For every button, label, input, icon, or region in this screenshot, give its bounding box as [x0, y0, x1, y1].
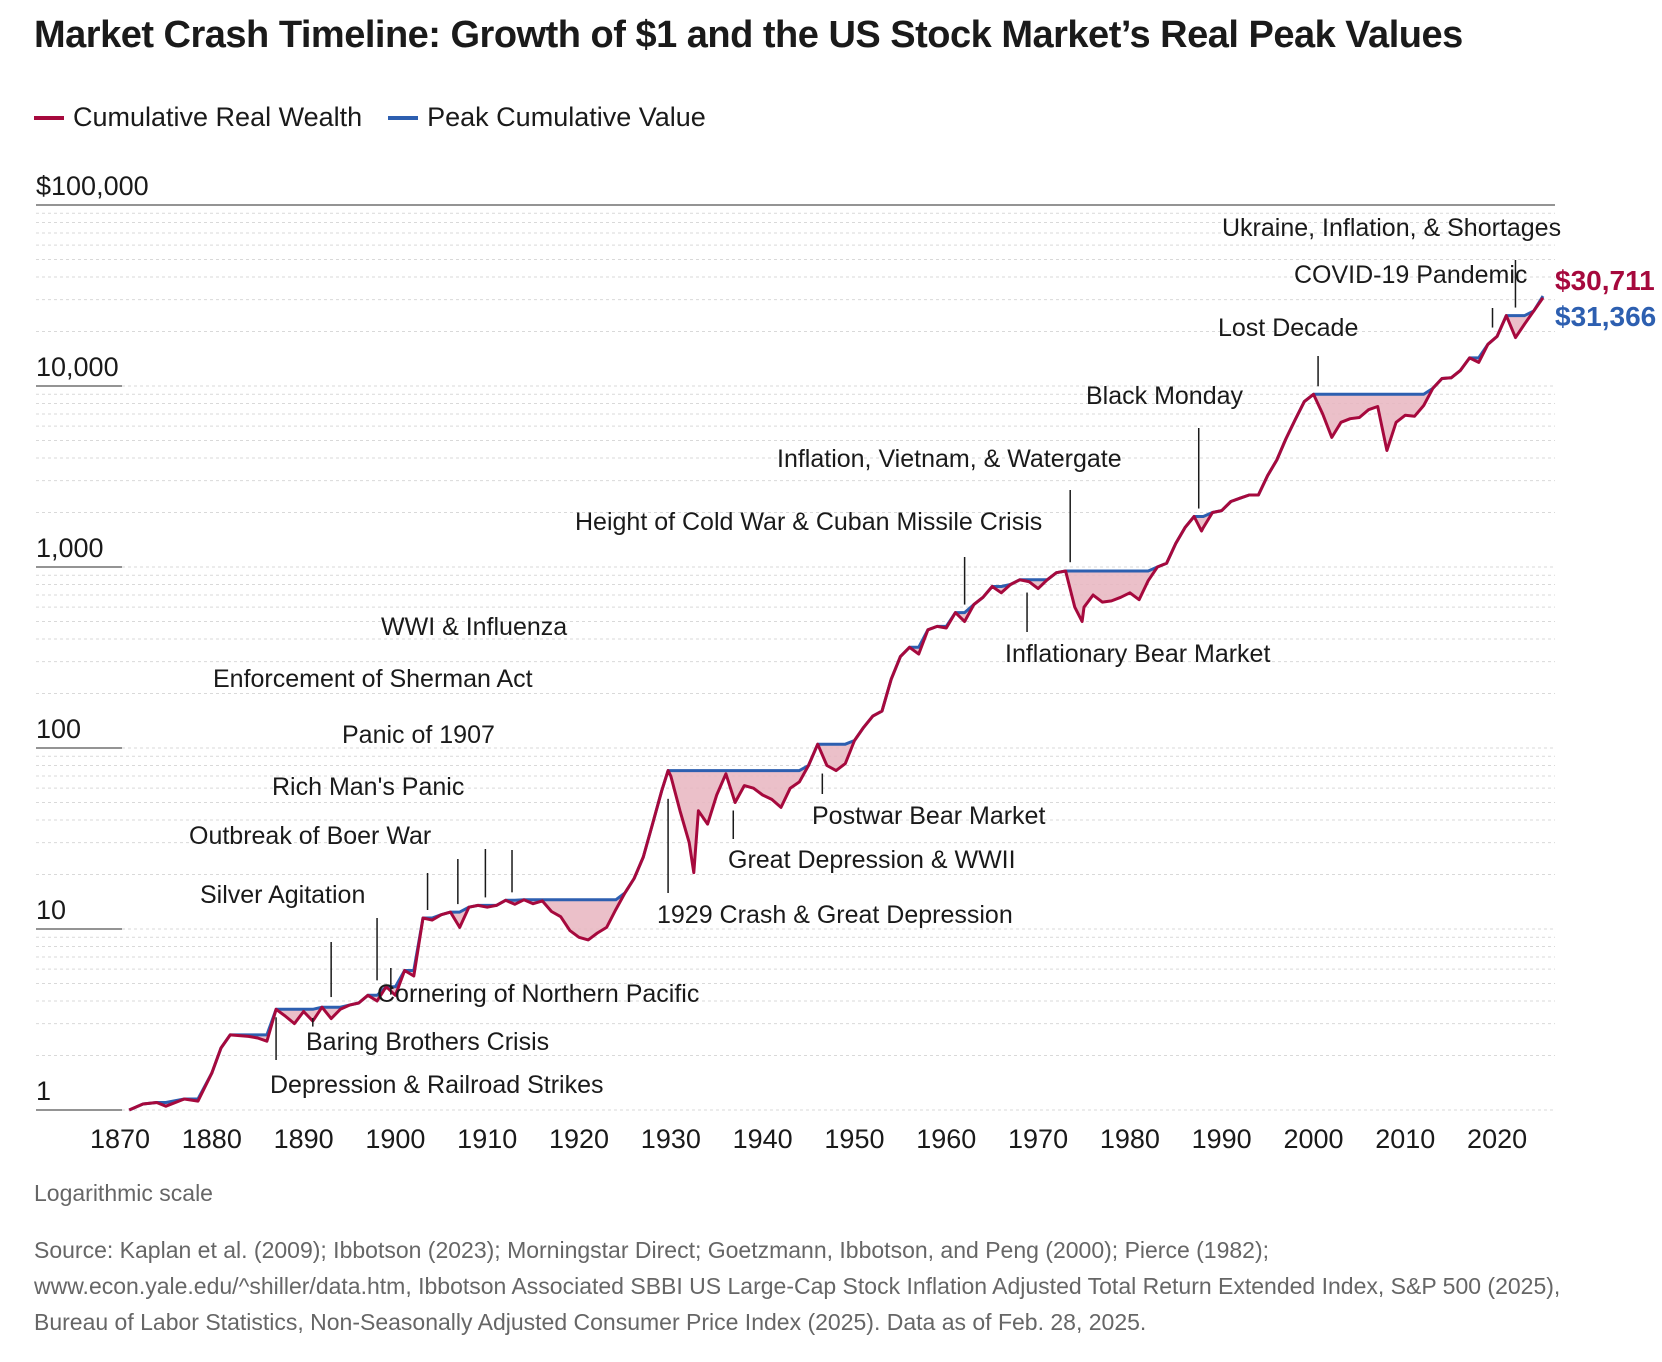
chart-title: Market Crash Timeline: Growth of $1 and … — [34, 14, 1463, 56]
legend: Cumulative Real Wealth Peak Cumulative V… — [34, 102, 706, 133]
axis-labels: 1 10 100 1,000 10,000 $100,000 1870 1880 1890 190… — [36, 171, 1656, 1154]
series-lines — [128, 295, 1545, 1112]
x-tick-label: 2000 — [1283, 1124, 1343, 1154]
legend-label-real-wealth: Cumulative Real Wealth — [73, 102, 363, 132]
annotation-label: WWI & Influenza — [381, 613, 567, 641]
y-tick-label: 1 — [36, 1076, 51, 1106]
y-tick-label: 10 — [36, 895, 66, 925]
annotations: Depression & Railroad Strikes Baring Brot… — [189, 214, 1561, 1099]
annotation-label: Black Monday — [1086, 382, 1244, 410]
y-tick-label: $100,000 — [36, 171, 149, 201]
x-tick-label: 1990 — [1192, 1124, 1252, 1154]
x-tick-label: 1920 — [549, 1124, 609, 1154]
x-tick-label: 1970 — [1008, 1124, 1068, 1154]
annotation-label: Rich Man's Panic — [272, 773, 464, 801]
annotation-label: Silver Agitation — [200, 881, 365, 909]
x-tick-label: 1890 — [274, 1124, 334, 1154]
y-tick-label: 1,000 — [36, 533, 104, 563]
annotation-label: Enforcement of Sherman Act — [213, 665, 533, 693]
x-tick-label: 2020 — [1467, 1124, 1527, 1154]
x-tick-label: 1870 — [90, 1124, 150, 1154]
y-tick-label: 100 — [36, 714, 81, 744]
annotation-label: COVID-19 Pandemic — [1294, 261, 1527, 289]
end-label-peak-value: $31,366 — [1555, 301, 1656, 332]
x-tick-label: 1930 — [641, 1124, 701, 1154]
annotation-label: Ukraine, Inflation, & Shortages — [1222, 214, 1561, 242]
legend-label-peak-value: Peak Cumulative Value — [427, 102, 706, 132]
x-tick-label: 1960 — [916, 1124, 976, 1154]
drawdown-fill — [129, 296, 1544, 1111]
y-tick-label: 10,000 — [36, 352, 119, 382]
x-tick-label: 1880 — [182, 1124, 242, 1154]
grid-lines — [36, 204, 1555, 1111]
annotation-label: Outbreak of Boer War — [189, 822, 431, 850]
end-label-real-wealth: $30,711 — [1555, 265, 1655, 296]
annotation-label: Baring Brothers Crisis — [306, 1028, 549, 1056]
annotation-label: Depression & Railroad Strikes — [270, 1071, 603, 1099]
legend-item-peak-value: Peak Cumulative Value — [388, 102, 706, 133]
real-wealth-line — [128, 296, 1545, 1112]
annotation-label: Panic of 1907 — [342, 721, 495, 749]
annotation-label: Great Depression & WWII — [728, 846, 1016, 874]
x-tick-label: 1940 — [733, 1124, 793, 1154]
legend-swatch-peak-value — [388, 115, 419, 120]
annotation-label: Lost Decade — [1218, 314, 1358, 342]
annotation-label: Inflationary Bear Market — [1005, 640, 1270, 668]
legend-item-real-wealth: Cumulative Real Wealth — [34, 102, 362, 133]
annotation-label: Inflation, Vietnam, & Watergate — [777, 445, 1122, 473]
drawdown-area — [129, 296, 1544, 1111]
annotation-label: Height of Cold War & Cuban Missile Crisi… — [575, 508, 1042, 536]
x-tick-label: 1900 — [365, 1124, 425, 1154]
x-tick-label: 2010 — [1375, 1124, 1435, 1154]
annotation-label: Postwar Bear Market — [812, 802, 1045, 830]
x-tick-label: 1980 — [1100, 1124, 1160, 1154]
annotation-label: Cornering of Northern Pacific — [377, 980, 699, 1008]
annotation-label: 1929 Crash & Great Depression — [657, 901, 1013, 929]
scale-note: Logarithmic scale — [34, 1180, 213, 1206]
x-tick-label: 1910 — [457, 1124, 517, 1154]
legend-swatch-real-wealth — [34, 115, 64, 120]
source-note: Source: Kaplan et al. (2009); Ibbotson (… — [34, 1237, 1561, 1335]
x-tick-label: 1950 — [824, 1124, 884, 1154]
